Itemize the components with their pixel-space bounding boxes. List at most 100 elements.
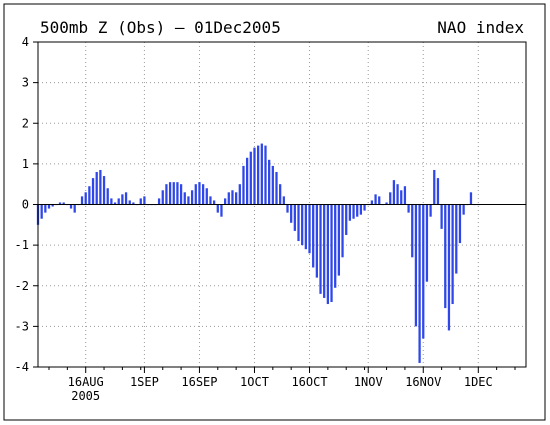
bar xyxy=(238,184,241,205)
bar xyxy=(161,190,164,205)
bar xyxy=(359,204,363,215)
bar xyxy=(425,204,429,282)
x-tick-label: 1OCT xyxy=(240,375,269,389)
bar xyxy=(330,204,333,302)
bar xyxy=(268,159,271,205)
bar xyxy=(440,204,443,229)
y-tick-label: -4 xyxy=(15,360,29,374)
figure-frame xyxy=(3,3,546,421)
bar xyxy=(363,204,366,211)
bar xyxy=(124,192,128,205)
bar xyxy=(257,145,260,205)
x-tick-label: 16AUG xyxy=(68,375,104,389)
bar xyxy=(205,188,208,205)
chart-title: 500mb Z (Obs) — 01Dec2005 xyxy=(40,18,281,37)
bar xyxy=(143,196,146,205)
y-tick-label: 1 xyxy=(22,157,29,171)
bar xyxy=(99,169,102,205)
bar xyxy=(209,196,212,205)
bar xyxy=(157,198,161,205)
bar xyxy=(462,204,465,215)
bar xyxy=(301,204,304,246)
bar xyxy=(95,172,98,205)
bar xyxy=(403,186,407,205)
y-tick-label: 3 xyxy=(22,76,29,90)
bar xyxy=(110,198,113,205)
bar xyxy=(433,169,436,205)
bar xyxy=(201,184,205,205)
bar xyxy=(190,190,194,205)
bar xyxy=(80,196,84,205)
bar xyxy=(286,204,289,213)
bar xyxy=(400,190,403,205)
x-tick-label: 16NOV xyxy=(405,375,441,389)
bar xyxy=(165,184,168,205)
bar xyxy=(88,186,91,205)
bar xyxy=(414,204,418,327)
bar xyxy=(290,204,293,223)
bar xyxy=(220,204,223,217)
bar xyxy=(69,204,73,209)
bar xyxy=(282,196,285,205)
bar xyxy=(58,202,62,205)
bar xyxy=(139,198,142,205)
bar xyxy=(312,204,315,268)
bar xyxy=(348,204,352,221)
bar xyxy=(168,182,172,205)
bar xyxy=(62,202,65,205)
bar xyxy=(436,178,440,205)
bar xyxy=(249,151,252,205)
bar xyxy=(198,182,201,205)
bar xyxy=(337,204,341,276)
bar xyxy=(407,204,410,213)
bar xyxy=(458,204,462,244)
bar xyxy=(40,204,43,219)
bar xyxy=(246,157,249,205)
bar xyxy=(253,147,256,205)
bar xyxy=(117,198,120,205)
bar xyxy=(84,192,87,205)
x-tick-label: 1DEC xyxy=(464,375,493,389)
y-tick-label: -3 xyxy=(15,319,29,333)
bar xyxy=(271,165,274,205)
bar xyxy=(469,192,473,205)
bar xyxy=(392,180,396,205)
bar xyxy=(444,204,447,309)
bar xyxy=(356,204,359,217)
bar xyxy=(352,204,355,219)
bar xyxy=(451,204,454,305)
bar xyxy=(326,204,330,305)
bar xyxy=(128,200,131,205)
y-tick-label: 4 xyxy=(22,35,29,49)
bar xyxy=(51,204,54,207)
bar xyxy=(212,200,216,205)
bar xyxy=(194,184,197,205)
bar xyxy=(121,194,124,205)
bar xyxy=(216,204,219,213)
bar xyxy=(73,204,76,213)
bar xyxy=(334,204,337,288)
bar xyxy=(345,204,348,235)
bar xyxy=(234,192,238,205)
bar xyxy=(260,143,263,205)
chart-title-right: NAO index xyxy=(437,18,524,37)
bar xyxy=(447,204,451,331)
bar xyxy=(44,204,47,213)
x-tick-sublabel: 2005 xyxy=(71,389,100,403)
bar xyxy=(308,204,311,254)
bar xyxy=(113,202,117,205)
bar xyxy=(242,165,245,205)
x-tick-label: 16SEP xyxy=(181,375,217,389)
bar xyxy=(297,204,300,242)
bar xyxy=(378,196,381,205)
bar xyxy=(411,204,414,258)
bar xyxy=(418,204,421,363)
bar xyxy=(183,192,186,205)
bar xyxy=(370,200,374,205)
bar xyxy=(389,192,392,205)
y-tick-label: 0 xyxy=(22,198,29,212)
bar xyxy=(293,204,296,231)
bar xyxy=(341,204,344,258)
bar xyxy=(455,204,458,274)
